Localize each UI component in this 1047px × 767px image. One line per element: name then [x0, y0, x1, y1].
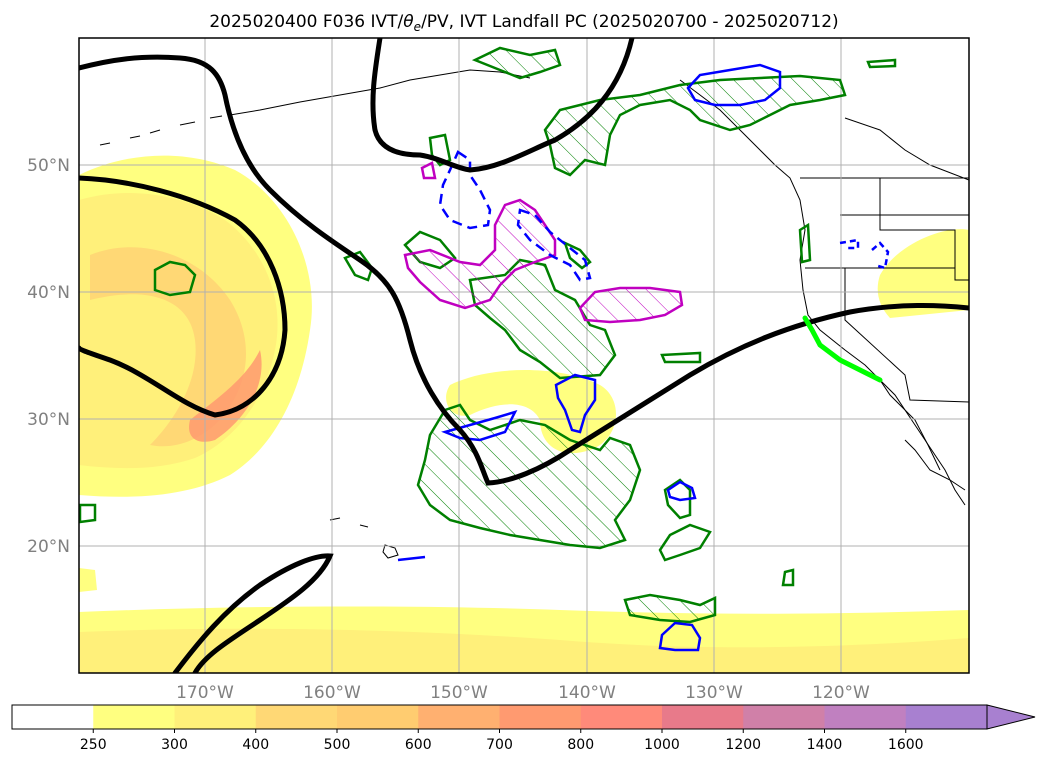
colorbar-segment — [12, 705, 94, 729]
colorbar-segment — [255, 705, 338, 729]
pv-contour-south-1 — [441, 409, 518, 442]
ivt-region-west-core — [90, 247, 247, 447]
colorbar-tick-label: 500 — [324, 737, 351, 753]
lat-label-40n: 40°N — [27, 283, 70, 303]
lon-label-160w: 160°W — [303, 683, 361, 703]
lon-label-140w: 140°W — [558, 683, 616, 703]
colorbar-segment — [824, 705, 907, 729]
colorbar-segment — [337, 705, 419, 729]
colorbar-ticks: 250 300 400 500 600 700 800 1000 1200 1400 1600 — [80, 729, 924, 753]
height-contours — [79, 38, 969, 673]
pv-contour-south-2 — [666, 480, 697, 502]
theta-e-region-small-12 — [781, 568, 795, 587]
theta-e-region-small-8 — [79, 503, 97, 524]
us-state-line-3 — [879, 178, 969, 281]
mexico-coast — [904, 439, 966, 491]
figure-title: 2025020400 F036 IVT/θe/PV, IVT Landfall … — [209, 12, 838, 34]
lat-label-30n: 30°N — [27, 410, 70, 430]
map-panel — [78, 37, 970, 674]
theta-e-region-mid — [468, 258, 617, 380]
colorbar-extend-arrow — [986, 704, 1036, 730]
lon-label-170w: 170°W — [176, 683, 234, 703]
pv-contour-south-3 — [658, 621, 702, 652]
us-state-line-4 — [844, 268, 969, 403]
baja-california — [879, 379, 941, 471]
colorbar-segments — [12, 705, 988, 729]
colorbar-tick-label: 250 — [80, 737, 107, 753]
colorbar-segment — [93, 705, 175, 729]
theta-e-region-small-4 — [658, 523, 712, 562]
lon-label-130w: 130°W — [685, 683, 743, 703]
theta-e-region-small-7 — [343, 250, 374, 282]
pv-contour-east-1 — [839, 238, 860, 250]
pv-contour-dashed-2 — [516, 208, 592, 282]
pv-region-2 — [578, 286, 684, 324]
lat-label-20n: 20°N — [27, 537, 70, 557]
colorbar-tick-label: 700 — [486, 737, 513, 753]
inland-boundary — [844, 117, 969, 181]
theta-e-region-small-13 — [866, 58, 897, 69]
theta-e-region-small-9 — [798, 222, 812, 264]
pv-contours — [397, 63, 890, 652]
colorbar-tick-label: 1000 — [644, 737, 680, 753]
pv-contour-hawaii — [397, 555, 426, 562]
map-frame — [78, 37, 970, 674]
pv-contour-east-2 — [871, 241, 890, 270]
pv-contour-dashed-1 — [438, 150, 492, 230]
lon-axis: 170°W 160°W 150°W 140°W 130°W 120°W — [176, 683, 870, 703]
height-contour-north-loop — [370, 38, 635, 173]
ivt-small-patch — [79, 568, 97, 592]
colorbar: 250 300 400 500 600 700 800 1000 1200 1400 1600 — [11, 704, 1036, 753]
theta-e-region-small-5 — [663, 478, 692, 520]
theta-e-region-small-3 — [153, 260, 197, 297]
theta-e-region-small-10 — [660, 351, 702, 364]
pv-contour-north — [686, 63, 782, 107]
colorbar-tick-label: 1400 — [807, 737, 843, 753]
ivt-region-central — [446, 370, 617, 454]
pv-secondary-contours — [403, 161, 684, 324]
colorbar-segment — [499, 705, 582, 729]
lat-label-50n: 50°N — [27, 156, 70, 176]
aleutian-islands — [99, 115, 223, 146]
colorbar-segment — [418, 705, 500, 729]
height-contour-north-left — [79, 54, 969, 486]
ivt-band-south-inner — [79, 628, 969, 673]
lon-label-150w: 150°W — [430, 683, 488, 703]
pv-region-3 — [420, 161, 437, 180]
colorbar-segment — [743, 705, 825, 729]
colorbar-tick-label: 600 — [405, 737, 432, 753]
height-contour-south — [172, 553, 334, 673]
colorbar-tick-label: 800 — [567, 737, 594, 753]
colorbar-segment — [662, 705, 744, 729]
alaska-coast — [229, 69, 531, 116]
pv-region-1 — [403, 198, 557, 310]
colorbar-tick-label: 1600 — [888, 737, 924, 753]
colorbar-segment — [905, 705, 988, 729]
ivt-landfall-line — [802, 315, 883, 383]
ivt-region-east — [877, 229, 969, 318]
theta-e-region-south — [416, 403, 642, 550]
colorbar-segment — [174, 705, 257, 729]
height-contour-west-loop — [79, 175, 288, 418]
pv-contour-mid — [554, 373, 597, 434]
ivt-shading — [79, 155, 969, 673]
colorbar-tick-label: 400 — [242, 737, 269, 753]
colorbar-tick-label: 1200 — [725, 737, 761, 753]
theta-e-region-small-2 — [623, 593, 717, 624]
colorbar-tick-label: 300 — [161, 737, 188, 753]
colorbar-segment — [580, 705, 663, 729]
theta-e-region-small-1 — [471, 46, 562, 80]
lat-axis: 50°N 40°N 30°N 20°N — [27, 156, 70, 557]
lon-label-120w: 120°W — [812, 683, 870, 703]
theta-e-regions — [79, 46, 897, 624]
